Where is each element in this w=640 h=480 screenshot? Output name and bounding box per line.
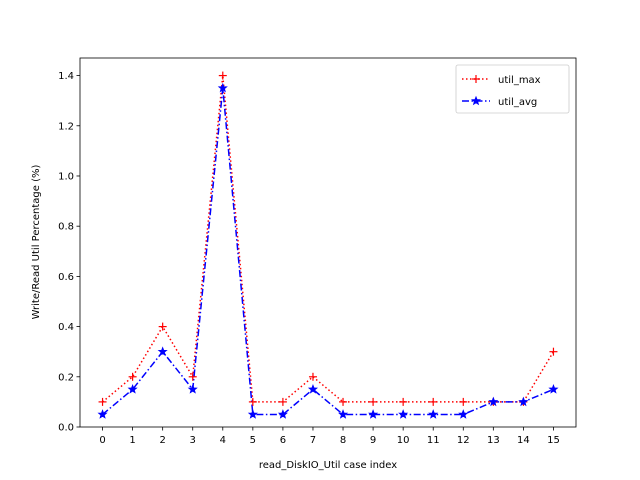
x-tick-label: 12 [457,435,470,446]
series-marker-util_max [188,372,197,381]
y-tick-label: 0.8 [58,222,74,233]
series-marker-util_avg [97,409,108,419]
series-marker-util_avg [398,409,409,419]
series-marker-util_max [248,397,257,406]
series-marker-util_avg [157,346,168,356]
series-marker-util_avg [428,409,439,419]
series-marker-util_max [339,397,348,406]
y-tick-label: 0.2 [58,372,74,383]
series-marker-util_max [98,397,107,406]
series-marker-util_max [369,397,378,406]
series-line-util_max [102,75,555,403]
x-tick-label: 1 [129,435,135,446]
x-tick-label: 4 [220,435,226,446]
x-tick-label: 3 [190,435,196,446]
series-marker-util_avg [307,384,319,394]
x-tick-label: 10 [397,435,410,446]
series-marker-util_avg [368,409,379,419]
series-marker-util_avg [548,384,559,394]
series-marker-util_avg [337,409,349,419]
x-tick-label: 11 [427,435,440,446]
x-tick-label: 14 [517,435,530,446]
legend: util_max util_avg [455,64,570,114]
legend-box [455,64,570,114]
series-marker-util_avg [247,409,258,419]
y-tick-label: 0.0 [58,423,74,434]
series-marker-util_avg [458,409,469,419]
series-marker-util_max [429,397,438,406]
series-line-util_avg [102,88,554,416]
axes: 0 1 2 3 4 5 6 7 8 9 10 11 12 13 14 150.00.20.40.60.81.0… [58,57,577,446]
y-tick-label: 1.2 [58,121,74,132]
x-tick-label: 7 [310,435,316,446]
y-tick-label: 0.6 [58,272,74,283]
y-tick-label: 0.4 [58,322,74,333]
legend-marker-util_max [472,75,480,83]
legend-label-util_avg: util_avg [498,97,537,108]
series-marker-util_max [158,322,167,331]
x-tick-label: 8 [340,435,346,446]
series-marker-util_avg [217,82,228,93]
x-tick-label: 15 [547,435,560,446]
y-tick-label: 1.4 [58,71,74,82]
series-marker-util_avg [187,384,198,394]
series-marker-util_avg [127,384,138,394]
legend-marker-util_avg [470,95,482,106]
y-tick-label: 1.0 [58,171,74,182]
y-axis-label: Write/Read Util Percentage (%) [31,165,42,320]
series-marker-util_max [459,397,468,406]
series-marker-util_avg [488,396,499,407]
legend-label-util_max: util_max [498,75,541,86]
series-marker-util_avg [518,396,529,407]
x-tick-label: 0 [99,435,105,446]
series-marker-util_max [308,372,317,381]
series-marker-util_max [399,397,408,406]
plot-area [97,71,559,419]
x-tick-label: 9 [370,435,376,446]
series-marker-util_max [549,347,558,356]
x-tick-label: 5 [250,435,256,446]
x-tick-label: 6 [280,435,286,446]
x-tick-label: 13 [487,435,500,446]
series-marker-util_max [218,71,227,80]
x-axis-label: read_DiskIO_Util case index [259,460,397,471]
series-marker-util_avg [277,409,288,419]
x-tick-label: 2 [159,435,165,446]
axes-frame [79,57,577,428]
series-marker-util_max [278,397,287,406]
series-marker-util_max [128,372,137,381]
